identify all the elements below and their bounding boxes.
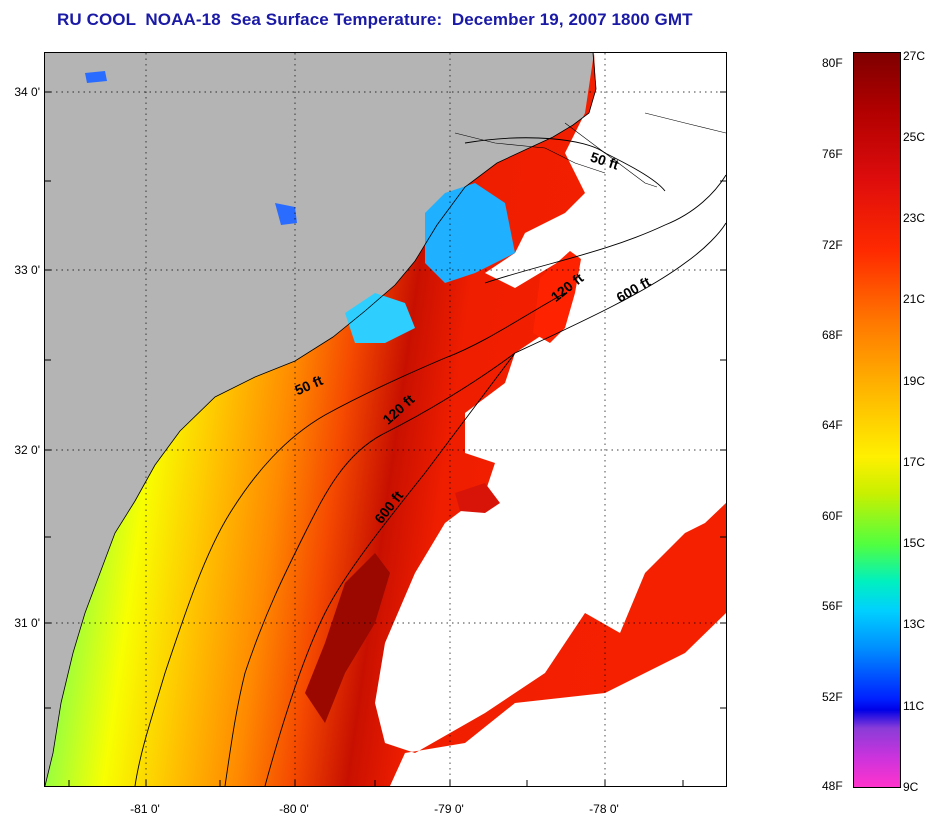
x-tick-label: -80 0' [279,802,309,816]
colorbar-f-label: 64F [822,418,843,432]
y-tick-label: 34 0' [14,85,40,99]
contour-label: 600 ft [613,273,653,305]
dark-core [305,553,390,723]
grid [45,53,726,786]
y-tick-label: 32 0' [14,443,40,457]
sst-map-canvas: 50 ft 120 ft 600 ft 50 ft 120 ft 600 ft [45,53,726,786]
colorbar-f-label: 60F [822,509,843,523]
colorbar-c-label: 21C [903,292,926,306]
colorbar-f-label: 48F [822,779,843,793]
colorbar-f-label: 52F [822,690,843,704]
cold-patch [425,183,515,283]
colorbar-c-label: 25C [903,130,926,144]
cold-patch-2 [345,293,415,343]
colorbar-c-label: 13C [903,617,926,631]
y-tick-label: 31 0' [14,616,40,630]
contour-50ft [134,137,666,786]
contour-120ft [224,174,726,786]
sst-field [45,53,726,786]
colorbar-c-label: 27C [903,49,926,63]
inland-lake-2 [85,71,107,83]
colorbar-c-label: 23C [903,211,926,225]
sst-map: 50 ft 120 ft 600 ft 50 ft 120 ft 600 ft [44,52,727,787]
colorbar-f-label: 68F [822,328,843,342]
tick-marks [45,91,726,786]
warm-patch-2 [455,483,500,513]
inland-lake [275,203,297,225]
land-mass [45,53,596,786]
map-title: RU COOL NOAA-18 Sea Surface Temperature:… [57,10,693,29]
colorbar-f-label: 72F [822,238,843,252]
temperature-colorbar [853,52,901,788]
colorbar-f-label: 76F [822,147,843,161]
x-tick-label: -79 0' [434,802,464,816]
x-tick-label: -78 0' [589,802,619,816]
colorbar-c-label: 15C [903,536,926,550]
colorbar-c-label: 19C [903,374,926,388]
colorbar-c-label: 11C [903,699,925,713]
y-tick-label: 33 0' [14,263,40,277]
colorbar-f-label: 56F [822,599,843,613]
contour-600ft [264,222,726,786]
coastline [45,53,597,786]
colorbar-f-label: 80F [822,56,843,70]
colorbar-c-label: 17C [903,455,926,469]
x-tick-label: -81 0' [130,802,160,816]
river-lines [454,112,726,188]
colorbar-c-label: 9C [903,780,919,794]
